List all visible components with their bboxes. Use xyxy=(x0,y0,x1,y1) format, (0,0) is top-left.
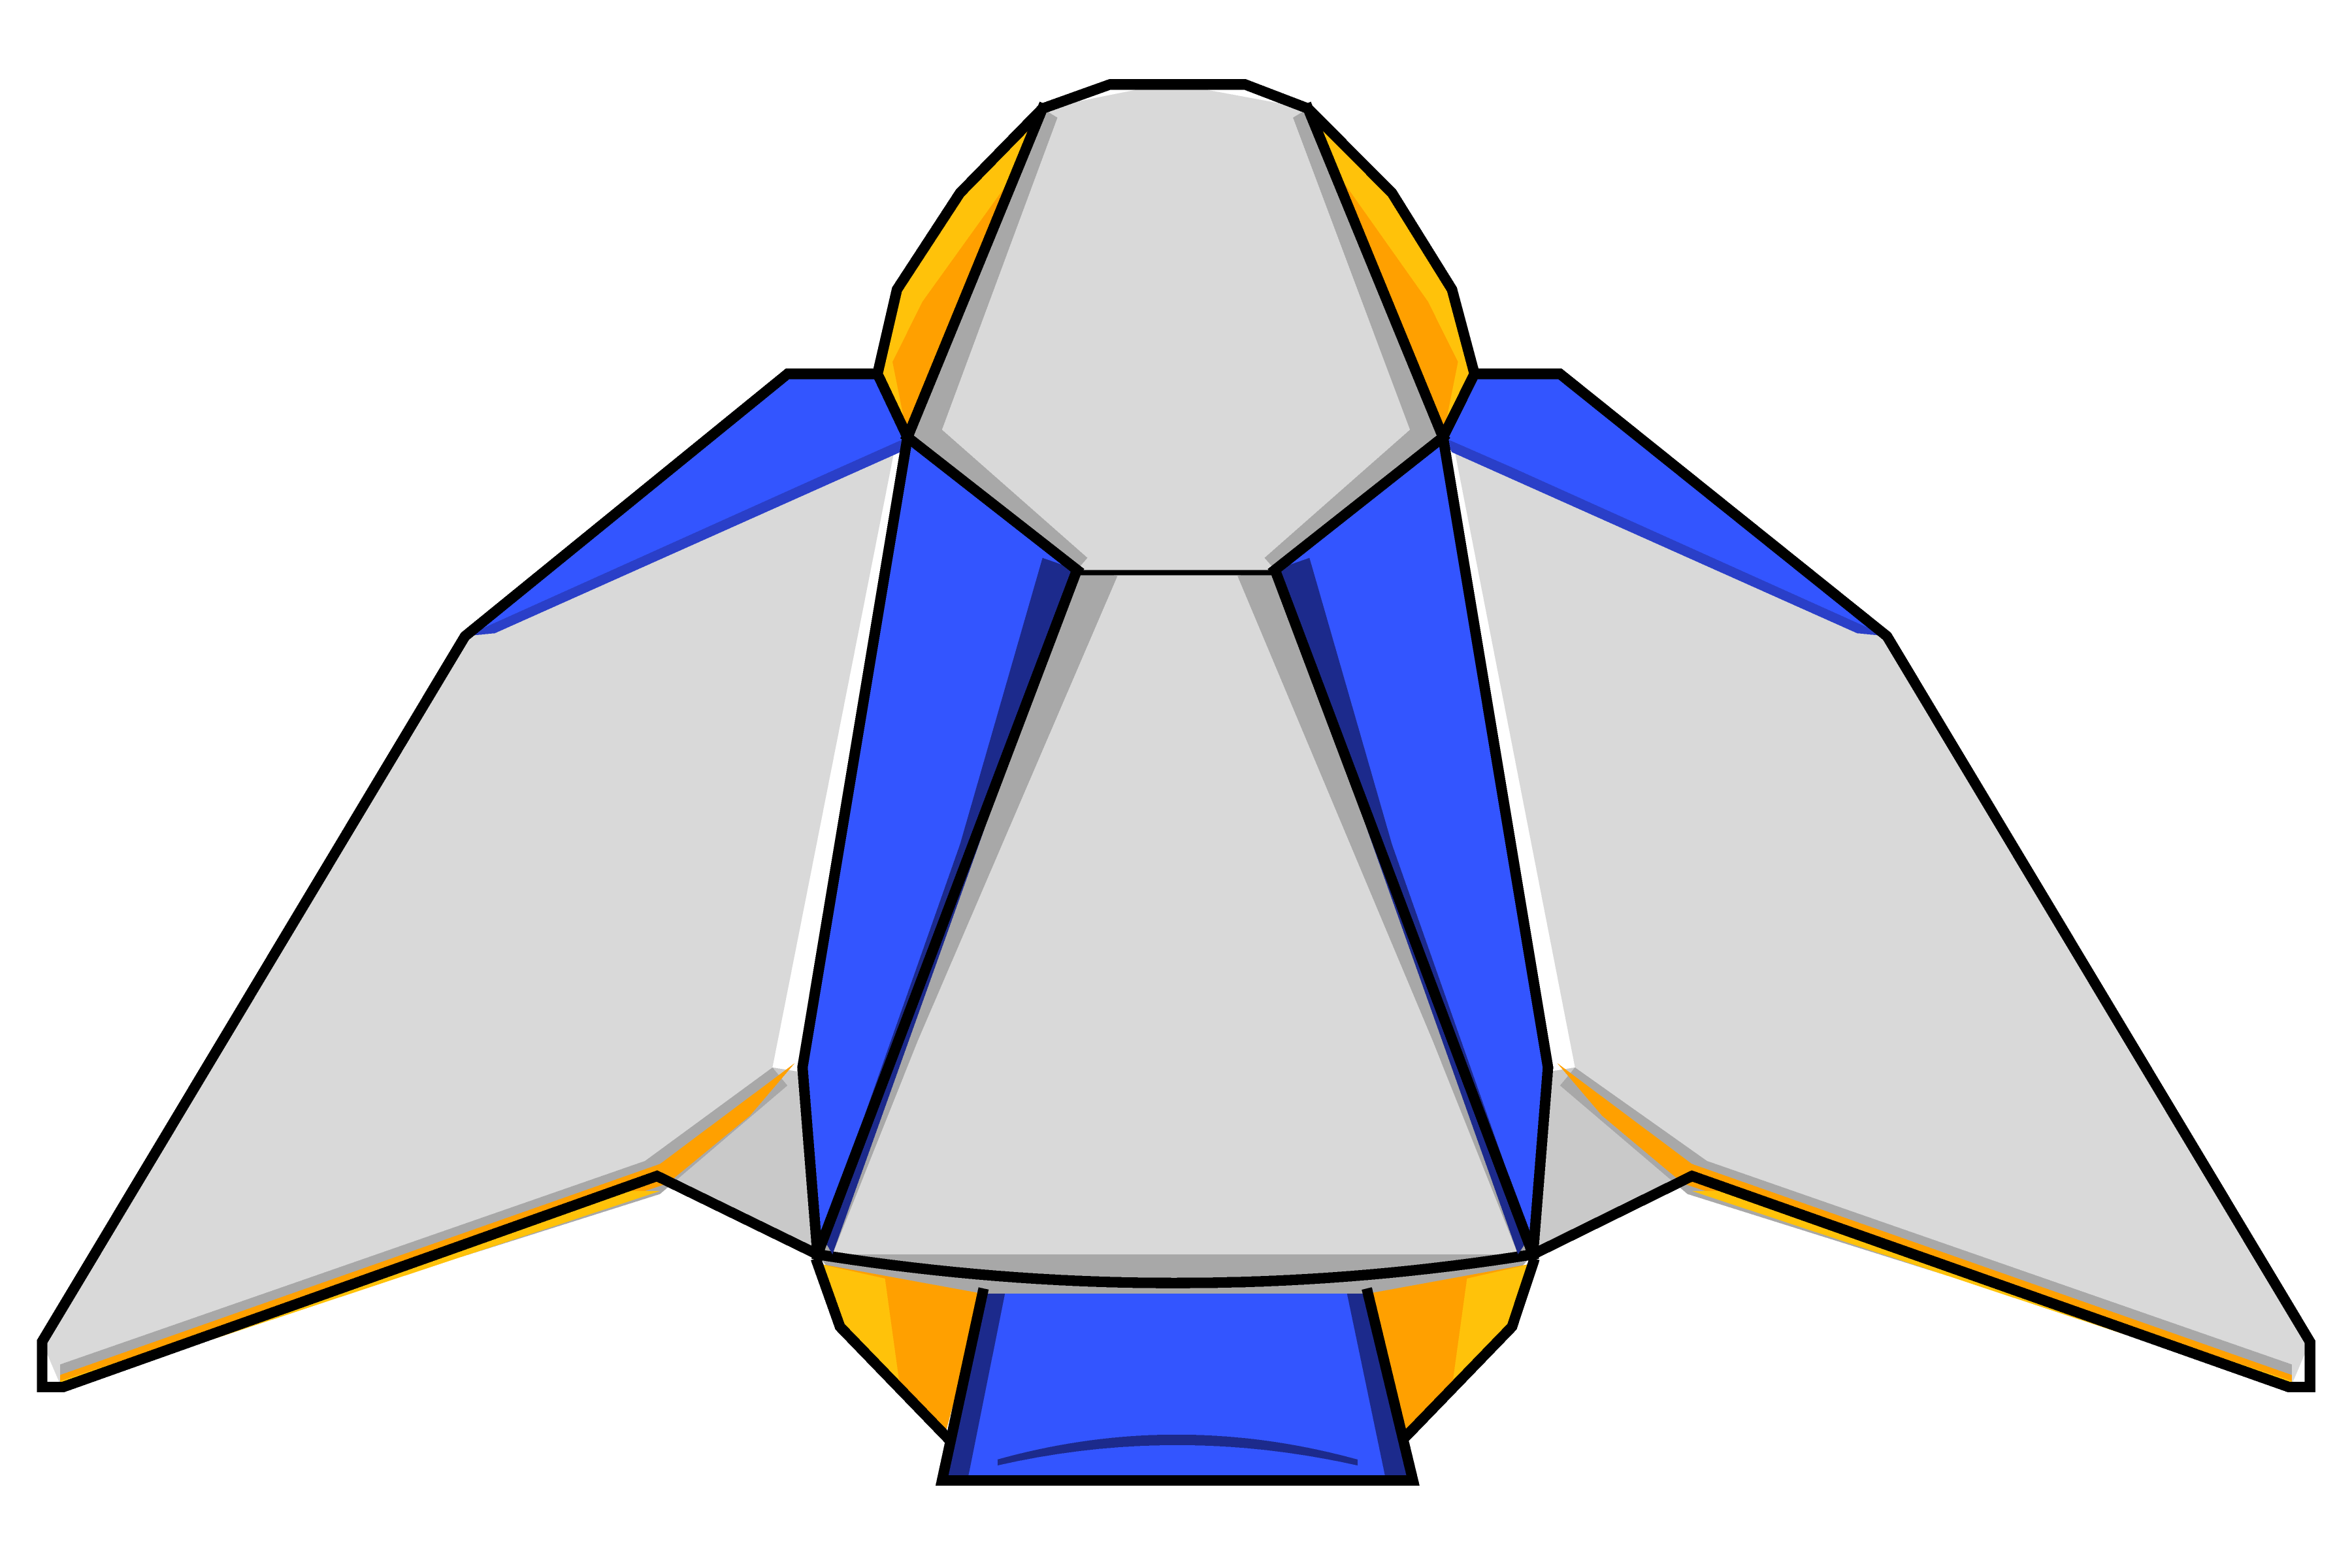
right-wing-root-blue-shadow xyxy=(1443,437,1887,636)
left-engine-pod xyxy=(811,1256,983,1443)
left-pod-outline xyxy=(811,1256,953,1443)
thruster-outline xyxy=(935,1287,1420,1486)
right-wing-root-blue xyxy=(1443,374,1887,636)
left-strake-panel xyxy=(802,437,1077,1255)
right-wing-outline xyxy=(1435,368,2315,1393)
nose-panel xyxy=(907,82,1443,570)
left-pod-highlight xyxy=(817,1263,900,1388)
right-engine-pod xyxy=(1367,1256,1540,1443)
thruster-exhaust-line xyxy=(997,1434,1358,1466)
thruster-left-shade xyxy=(941,1294,1005,1481)
nose-inner-right-edge xyxy=(1267,101,1450,578)
fuselage-tail-edge xyxy=(811,1248,1539,1288)
right-wing-orange-trim xyxy=(1557,1062,2293,1388)
nose-inner-left-edge xyxy=(901,101,1085,578)
left-wing-root-blue-shadow xyxy=(465,437,908,636)
nose-left-shadow xyxy=(907,108,1088,570)
fuselage-panel xyxy=(817,570,1533,1290)
right-pod-highlight xyxy=(1452,1263,1533,1388)
right-strake-panel xyxy=(1275,437,1548,1255)
left-wing-outline xyxy=(37,368,915,1393)
left-wing-orange-trim xyxy=(59,1062,795,1388)
left-wing xyxy=(37,368,915,1393)
left-wing-trailing-shadow xyxy=(59,1067,788,1384)
rear-thruster xyxy=(935,1287,1420,1486)
fuselage-bottom-shadow xyxy=(817,1254,1533,1297)
left-wing-shadow xyxy=(657,1067,818,1252)
thruster-body xyxy=(941,1294,1413,1481)
nose-outline xyxy=(872,79,1480,445)
right-wing-shadow xyxy=(1533,1067,1692,1252)
nose-right-shadow xyxy=(1264,108,1443,570)
right-wing-trailing-shadow xyxy=(1560,1067,2293,1384)
right-wing xyxy=(1435,368,2315,1393)
nose-cockpit xyxy=(872,79,1480,578)
left-wing-root-blue xyxy=(465,374,908,636)
right-pod-outline xyxy=(1399,1256,1540,1443)
